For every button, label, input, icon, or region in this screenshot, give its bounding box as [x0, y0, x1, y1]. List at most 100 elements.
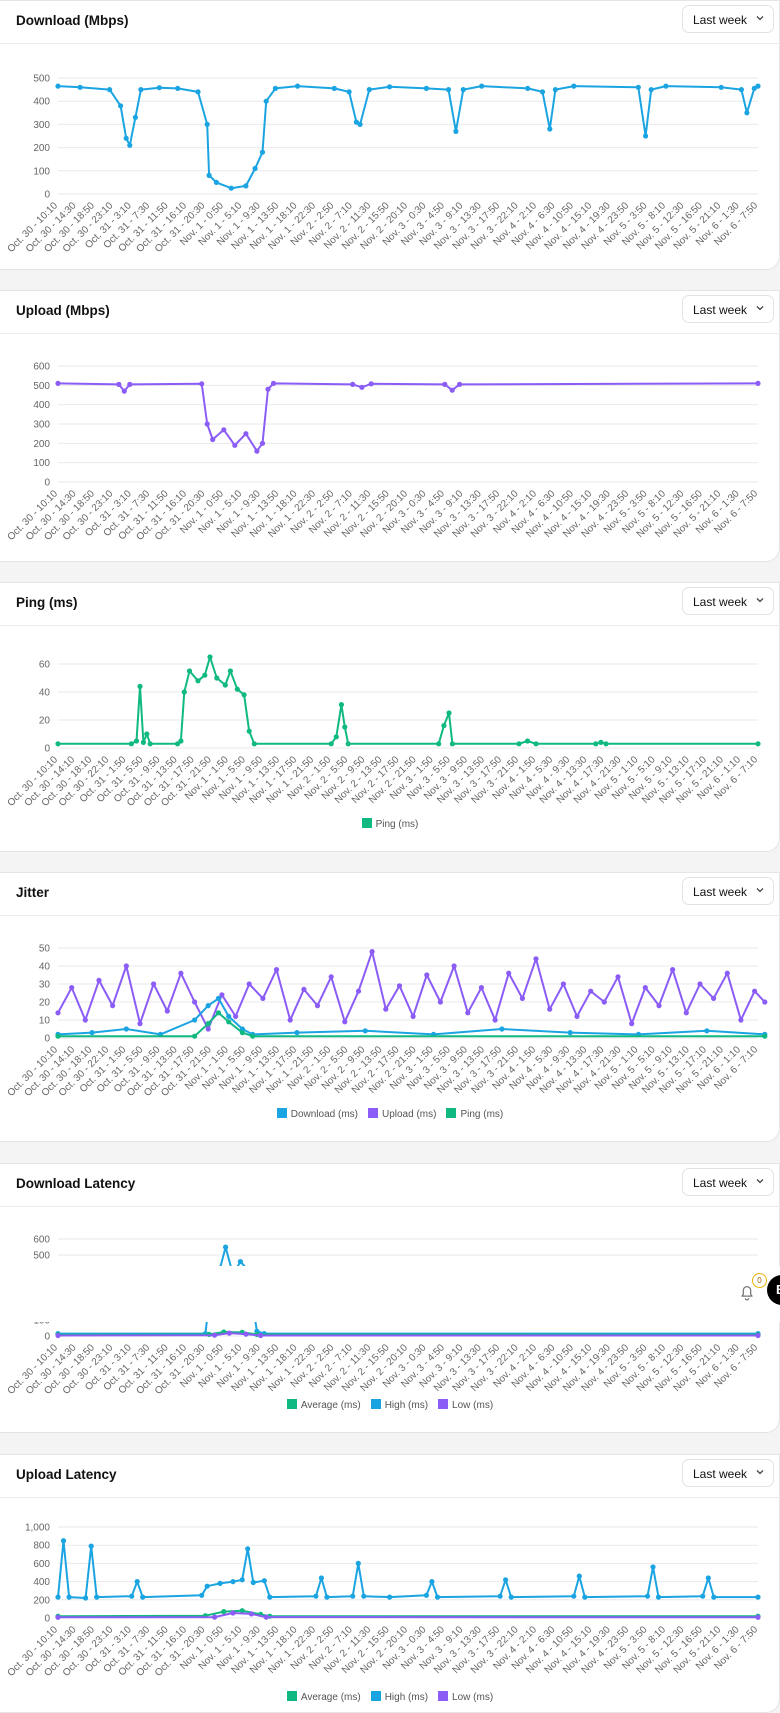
data-point[interactable] [204, 421, 210, 427]
data-point[interactable] [226, 1330, 232, 1336]
data-point[interactable] [204, 1583, 210, 1589]
data-point[interactable] [648, 87, 654, 93]
data-point[interactable] [683, 1010, 689, 1016]
data-point[interactable] [230, 1579, 236, 1585]
data-point[interactable] [178, 970, 184, 976]
data-point[interactable] [359, 384, 365, 390]
data-point[interactable] [362, 1028, 368, 1034]
data-point[interactable] [239, 1026, 245, 1032]
data-point[interactable] [127, 142, 133, 148]
data-point[interactable] [96, 977, 102, 983]
data-point[interactable] [576, 1573, 582, 1579]
data-point[interactable] [650, 1564, 656, 1570]
data-point[interactable] [55, 380, 61, 386]
data-point[interactable] [434, 1594, 441, 1600]
data-point[interactable] [547, 1006, 553, 1012]
data-point[interactable] [449, 741, 455, 747]
data-point[interactable] [368, 381, 374, 387]
data-point[interactable] [697, 981, 703, 987]
data-point[interactable] [140, 1594, 146, 1600]
data-point[interactable] [221, 427, 227, 433]
period-select[interactable]: Last week [682, 877, 774, 905]
data-point[interactable] [718, 84, 724, 90]
data-point[interactable] [186, 668, 193, 674]
avatar[interactable]: B [767, 1275, 780, 1305]
data-point[interactable] [226, 1019, 232, 1025]
data-point[interactable] [213, 179, 219, 185]
data-point[interactable] [123, 135, 129, 141]
data-point[interactable] [451, 963, 457, 969]
data-point[interactable] [752, 988, 758, 994]
data-point[interactable] [195, 678, 201, 684]
legend-item[interactable]: High (ms) [370, 1691, 428, 1703]
data-point[interactable] [446, 710, 452, 716]
data-point[interactable] [441, 723, 447, 729]
data-point[interactable] [333, 734, 339, 740]
data-point[interactable] [593, 741, 599, 747]
data-point[interactable] [140, 739, 146, 745]
data-point[interactable] [506, 970, 512, 976]
data-point[interactable] [704, 1028, 710, 1034]
data-point[interactable] [192, 999, 198, 1005]
data-point[interactable] [272, 85, 278, 91]
data-point[interactable] [460, 87, 466, 93]
data-point[interactable] [492, 1017, 498, 1023]
data-point[interactable] [118, 103, 124, 109]
data-point[interactable] [670, 967, 676, 973]
data-point[interactable] [250, 1033, 256, 1039]
bell-icon[interactable] [737, 1282, 757, 1302]
legend-item[interactable]: Ping (ms) [361, 818, 418, 830]
data-point[interactable] [123, 1026, 129, 1032]
data-point[interactable] [219, 992, 225, 998]
data-point[interactable] [265, 386, 271, 392]
data-point[interactable] [133, 738, 140, 744]
data-point[interactable] [207, 654, 213, 660]
data-point[interactable] [239, 1030, 245, 1036]
data-point[interactable] [762, 1033, 768, 1039]
data-point[interactable] [239, 1608, 245, 1614]
data-point[interactable] [175, 85, 181, 91]
data-point[interactable] [205, 1003, 211, 1009]
data-point[interactable] [642, 985, 648, 991]
data-point[interactable] [210, 436, 216, 443]
data-point[interactable] [755, 380, 761, 386]
data-point[interactable] [449, 387, 455, 393]
data-point[interactable] [478, 985, 484, 991]
data-point[interactable] [366, 87, 372, 93]
data-point[interactable] [89, 1030, 95, 1036]
data-point[interactable] [424, 972, 430, 978]
data-point[interactable] [206, 172, 212, 178]
data-point[interactable] [465, 1010, 471, 1016]
data-point[interactable] [328, 974, 334, 980]
data-point[interactable] [82, 1017, 88, 1023]
data-point[interactable] [453, 128, 459, 134]
data-point[interactable] [324, 1594, 330, 1600]
data-point[interactable] [132, 114, 138, 120]
data-point[interactable] [643, 133, 649, 139]
data-point[interactable] [217, 1580, 223, 1586]
data-point[interactable] [700, 1593, 706, 1599]
data-point[interactable] [259, 440, 266, 446]
data-point[interactable] [121, 388, 127, 394]
data-point[interactable] [369, 949, 375, 955]
data-point[interactable] [252, 165, 258, 172]
data-point[interactable] [497, 1593, 503, 1599]
data-point[interactable] [212, 1332, 218, 1338]
data-point[interactable] [436, 741, 442, 747]
data-point[interactable] [55, 741, 61, 747]
data-point[interactable] [263, 98, 269, 104]
data-point[interactable] [355, 988, 362, 994]
data-point[interactable] [181, 689, 187, 695]
data-point[interactable] [250, 1579, 256, 1586]
data-point[interactable] [144, 731, 150, 737]
data-point[interactable] [755, 1332, 761, 1339]
data-point[interactable] [192, 1017, 198, 1023]
data-point[interactable] [519, 995, 526, 1001]
data-point[interactable] [331, 85, 337, 91]
data-point[interactable] [192, 1033, 198, 1039]
data-point[interactable] [383, 1006, 389, 1012]
data-point[interactable] [55, 1010, 61, 1016]
data-point[interactable] [215, 995, 222, 1001]
data-point[interactable] [574, 1013, 580, 1019]
legend-item[interactable]: Average (ms) [286, 1691, 361, 1703]
